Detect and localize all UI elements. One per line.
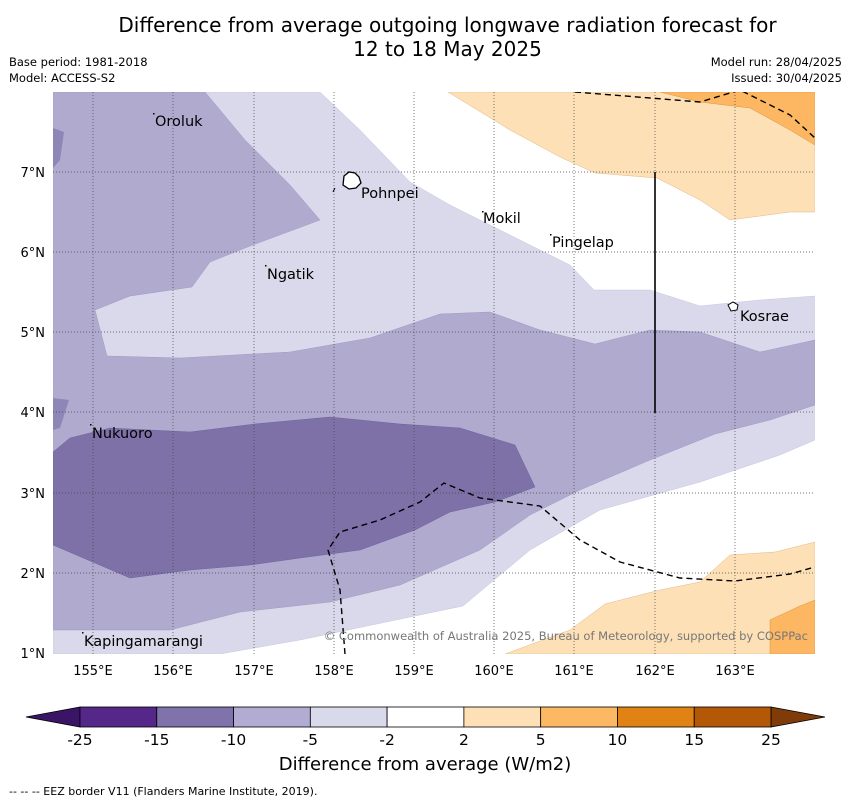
- pohnpei-reef-mark: [332, 187, 336, 193]
- lat-label-7n: 7°N: [21, 166, 46, 181]
- model-run: Model run: 28/04/2025: [710, 55, 842, 69]
- lon-label-157e: 157°E: [234, 664, 274, 679]
- colorbar-tick-label: -15: [144, 731, 169, 749]
- band-minus15-edge-top: [53, 128, 64, 168]
- band-5-10-bottom: [769, 599, 815, 654]
- colorbar-tick-label: 10: [608, 731, 628, 749]
- colorbar-tick-label: 15: [684, 731, 704, 749]
- copyright-notice: © Commonwealth of Australia 2025, Bureau…: [324, 629, 808, 643]
- lat-label-6n: 6°N: [21, 246, 46, 261]
- lon-label-161e: 161°E: [554, 664, 594, 679]
- colorbar-segment: [386, 706, 465, 728]
- map-plot-area: Oroluk Pohnpei Mokil Pingelap Ngatik Kos…: [53, 92, 815, 654]
- lat-label-3n: 3°N: [21, 487, 46, 502]
- lon-label-158e: 158°E: [314, 664, 354, 679]
- band-minus15-minus10: [53, 416, 536, 579]
- colorbar: -25 -15 -10 -5 -2 2 5 10 15 25: [25, 706, 826, 749]
- eez-border-top: [574, 92, 815, 139]
- metadata-right: Model run: 28/04/2025 Issued: 30/04/2025: [711, 54, 842, 86]
- ngatik-marker: [265, 265, 267, 267]
- place-label-pohnpei: Pohnpei: [361, 186, 419, 202]
- longitude-axis: 155°E 156°E 157°E 158°E 159°E 160°E 161°…: [73, 664, 755, 679]
- pingelap-marker: [550, 234, 552, 236]
- colorbar-segment: [79, 706, 158, 728]
- lon-label-160e: 160°E: [474, 664, 514, 679]
- place-label-kapingamarangi: Kapingamarangi: [84, 634, 203, 650]
- kapingamarangi-marker: [82, 632, 84, 634]
- lon-label-155e: 155°E: [73, 664, 113, 679]
- nukuoro-marker: [90, 424, 92, 426]
- title-line-1: Difference from average outgoing longwav…: [118, 13, 777, 37]
- colorbar-tick-label: -5: [303, 731, 318, 749]
- place-label-pingelap: Pingelap: [552, 235, 614, 251]
- oroluk-marker: [153, 113, 155, 115]
- metadata-left: Base period: 1981-2018 Model: ACCESS-S2: [9, 54, 148, 86]
- colorbar-segment: [156, 706, 234, 728]
- kosrae-island-icon: [727, 301, 739, 312]
- issued-date: Issued: 30/04/2025: [731, 71, 842, 85]
- colorbar-tick-label: 25: [761, 731, 781, 749]
- eez-border-note: -- -- -- EEZ border V11 (Flanders Marine…: [9, 785, 318, 798]
- mokil-marker: [482, 211, 484, 213]
- atoll-markers: [82, 113, 552, 634]
- latitude-axis: 7°N 6°N 5°N 4°N 3°N 2°N 1°N: [21, 166, 46, 662]
- lon-label-156e: 156°E: [153, 664, 193, 679]
- colorbar-tick-label: -25: [67, 731, 92, 749]
- colorbar-segment: [233, 706, 311, 728]
- base-period: Base period: 1981-2018: [9, 55, 148, 69]
- colorbar-segment: [540, 706, 618, 728]
- colorbar-under-arrow: [25, 706, 81, 728]
- model-name: Model: ACCESS-S2: [9, 71, 116, 85]
- lat-label-5n: 5°N: [21, 326, 46, 341]
- colorbar-over-arrow: [770, 706, 826, 728]
- place-label-kosrae: Kosrae: [740, 309, 789, 325]
- pohnpei-island-icon: [342, 171, 362, 190]
- band-minus15-edge-mid: [53, 398, 69, 430]
- lon-label-162e: 162°E: [635, 664, 675, 679]
- place-label-nukuoro: Nukuoro: [92, 426, 153, 442]
- colorbar-tick-label: 2: [459, 731, 469, 749]
- colorbar-segment: [309, 706, 388, 728]
- map-title: Difference from average outgoing longwav…: [0, 13, 850, 61]
- colorbar-segment: [693, 706, 772, 728]
- place-label-ngatik: Ngatik: [267, 267, 315, 283]
- eez-borders: [327, 92, 815, 654]
- lat-label-1n: 1°N: [21, 647, 46, 662]
- title-line-2: 12 to 18 May 2025: [353, 37, 542, 61]
- lon-label-159e: 159°E: [394, 664, 434, 679]
- colorbar-tick-label: -2: [379, 731, 394, 749]
- colorbar-tick-label: 5: [536, 731, 546, 749]
- eez-border-south: [327, 482, 815, 654]
- band-2-5-bottom: [504, 541, 815, 654]
- lon-label-163e: 163°E: [715, 664, 755, 679]
- colorbar-label: Difference from average (W/m2): [278, 754, 572, 775]
- place-label-oroluk: Oroluk: [155, 114, 203, 130]
- colorbar-segment: [463, 706, 542, 728]
- place-label-mokil: Mokil: [483, 211, 521, 227]
- lat-label-4n: 4°N: [21, 406, 46, 421]
- lat-label-2n: 2°N: [21, 567, 46, 582]
- colorbar-segment: [617, 706, 695, 728]
- band-2-5-top: [447, 92, 815, 221]
- colorbar-tick-label: -10: [221, 731, 246, 749]
